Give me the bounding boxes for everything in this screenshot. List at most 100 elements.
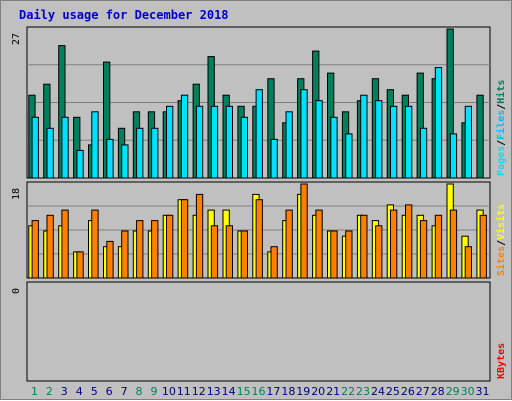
bar-sites: [479, 214, 487, 279]
legend-visits-sites: Sites/Visits: [495, 204, 507, 276]
panel-kbytes: 0 KBytes: [11, 281, 507, 382]
bar-sites: [360, 214, 368, 279]
day-label: 15: [237, 385, 251, 398]
bar-sites: [240, 230, 248, 279]
day-label: 8: [136, 385, 143, 398]
day-label: 25: [386, 385, 400, 398]
day-label: 28: [431, 385, 445, 398]
bar-files: [300, 89, 308, 179]
bar-sites: [330, 230, 338, 279]
legend-kbytes: KBytes: [496, 343, 507, 379]
bar-sites: [434, 214, 443, 279]
bar-files: [61, 116, 69, 179]
day-label: 18: [281, 385, 295, 398]
bar-sites: [225, 225, 233, 279]
day-label: 12: [192, 385, 206, 398]
legend-entry: Sites: [495, 246, 507, 276]
bar-files: [91, 111, 99, 179]
day-label: 20: [311, 385, 325, 398]
bar-files: [76, 149, 84, 179]
bar-sites: [449, 209, 458, 279]
bar-files: [240, 116, 248, 179]
bar-sites: [210, 225, 219, 279]
day-label: 7: [121, 385, 128, 398]
y-max-label: 27: [11, 33, 22, 45]
bar-sites: [270, 246, 278, 279]
bar-sites: [46, 214, 54, 279]
bar-sites: [61, 209, 69, 279]
bar-sites: [76, 251, 84, 279]
bar-files: [166, 105, 174, 179]
day-label: 26: [401, 385, 415, 398]
bar-files: [464, 105, 473, 179]
day-label: 13: [207, 385, 221, 398]
bar-sites: [195, 193, 204, 279]
bar-files: [330, 116, 338, 179]
y-max-label: 0: [11, 288, 22, 294]
day-label: 6: [106, 385, 113, 398]
legend-entry: KBytes: [496, 343, 507, 379]
bar-files: [375, 100, 383, 179]
chart-title: Daily usage for December 2018: [19, 8, 229, 22]
day-label: 21: [326, 385, 340, 398]
day-label: 3: [61, 385, 68, 398]
bar-sites: [255, 199, 263, 279]
plot-area: [26, 281, 491, 382]
bar-files: [121, 144, 129, 179]
bar-sites: [315, 209, 323, 279]
legend-entry: /: [496, 240, 507, 246]
day-label: 14: [222, 385, 236, 398]
bar-sites: [106, 240, 114, 279]
bar-sites: [31, 220, 39, 279]
bar-files: [151, 127, 159, 179]
bar-files: [390, 105, 398, 179]
day-label: 27: [416, 385, 430, 398]
bar-sites: [151, 220, 159, 279]
bar-sites: [121, 230, 129, 279]
bar-sites: [419, 220, 428, 279]
day-label: 23: [356, 385, 370, 398]
legend-hits-files-pages: Pages/Files/Hits: [495, 80, 507, 176]
day-label: 29: [446, 385, 460, 398]
bar-files: [449, 133, 458, 179]
bar-sites: [464, 246, 473, 279]
bar-sites: [285, 209, 293, 279]
y-max-label: 18: [11, 188, 22, 200]
bar-files: [405, 105, 413, 179]
bar-sites: [300, 183, 308, 279]
legend-entry: Pages: [496, 146, 507, 176]
bar-sites: [405, 204, 413, 279]
bar-files: [136, 127, 144, 179]
bar-files: [270, 138, 278, 179]
bar-files: [255, 89, 263, 179]
day-label: 19: [296, 385, 310, 398]
panel-hits-files-pages: 27 Pages/Files/Hits: [11, 26, 507, 179]
bar-files: [210, 105, 219, 179]
bar-files: [225, 105, 233, 179]
bar-sites: [345, 230, 353, 279]
bar-sites: [166, 214, 174, 279]
bar-files: [106, 138, 114, 179]
bar-files: [345, 133, 353, 179]
day-label: 2: [46, 385, 53, 398]
bar-files: [285, 111, 293, 179]
day-label: 24: [371, 385, 385, 398]
bar-sites: [91, 209, 99, 279]
day-label: 4: [76, 385, 83, 398]
panel-visits-sites: 18 Sites/Visits: [11, 181, 507, 279]
bar-files: [195, 105, 204, 179]
bar-sites: [390, 209, 398, 279]
day-label: 16: [252, 385, 266, 398]
day-label: 30: [461, 385, 475, 398]
bar-files: [31, 116, 39, 179]
bar-hits: [476, 94, 484, 179]
legend-entry: Files: [495, 110, 507, 140]
bar-sites: [180, 199, 189, 279]
bar-files: [419, 127, 428, 179]
bar-files: [434, 67, 443, 179]
day-label: 5: [91, 385, 98, 398]
day-label: 10: [162, 385, 176, 398]
bar-files: [360, 94, 368, 179]
